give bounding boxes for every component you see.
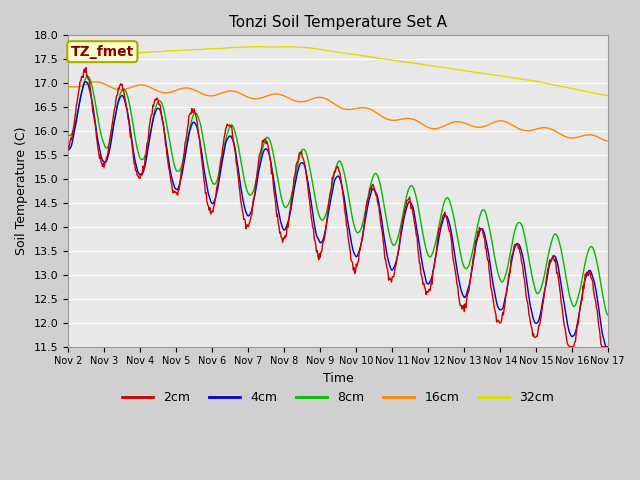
Title: Tonzi Soil Temperature Set A: Tonzi Soil Temperature Set A (229, 15, 447, 30)
Text: TZ_fmet: TZ_fmet (71, 45, 134, 59)
Y-axis label: Soil Temperature (C): Soil Temperature (C) (15, 127, 28, 255)
X-axis label: Time: Time (323, 372, 353, 385)
Legend: 2cm, 4cm, 8cm, 16cm, 32cm: 2cm, 4cm, 8cm, 16cm, 32cm (117, 386, 559, 409)
